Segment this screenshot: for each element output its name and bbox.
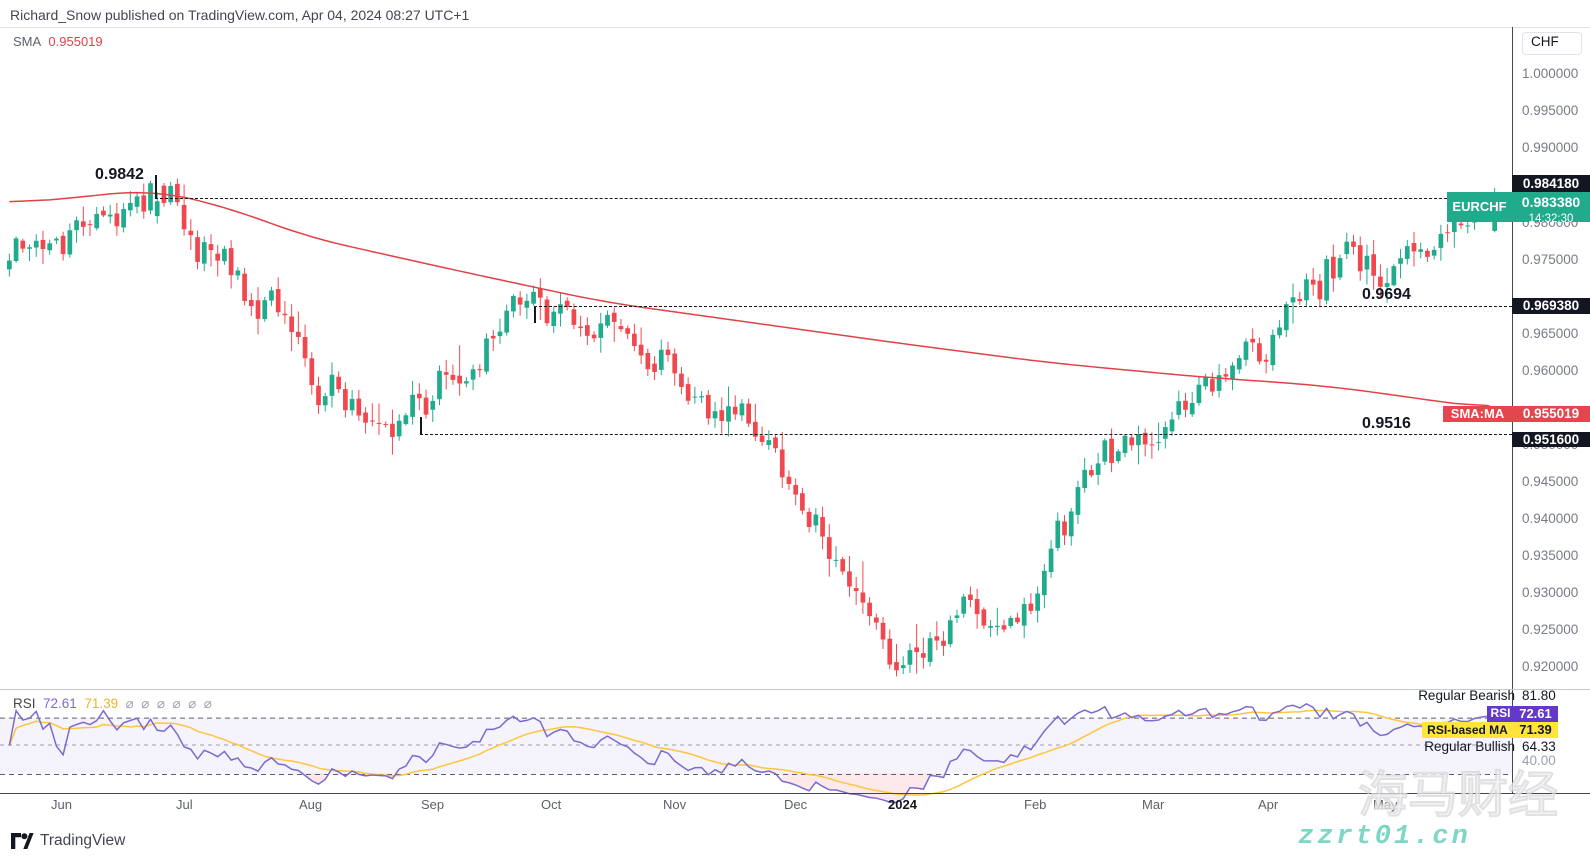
svg-text:海马财经: 海马财经	[1358, 767, 1558, 823]
